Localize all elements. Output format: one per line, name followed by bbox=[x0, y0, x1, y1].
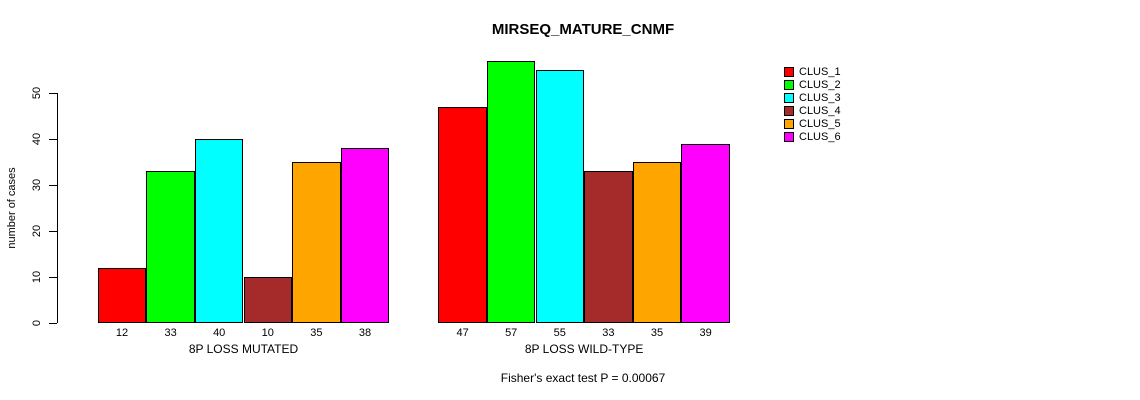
bar-value-label: 55 bbox=[553, 327, 566, 339]
legend-label: CLUS_2 bbox=[799, 79, 841, 91]
legend-swatch-clus_1 bbox=[784, 67, 794, 77]
chart-title: MIRSEQ_MATURE_CNMF bbox=[491, 21, 675, 38]
legend-swatch-clus_4 bbox=[784, 106, 794, 116]
bar-clus_1 bbox=[438, 106, 487, 323]
legend-label: CLUS_4 bbox=[799, 105, 841, 117]
bar-value-label: 38 bbox=[358, 327, 372, 339]
legend-label: CLUS_5 bbox=[799, 118, 841, 130]
bar-value-label: 40 bbox=[213, 327, 226, 339]
y-tick-label: 20 bbox=[31, 224, 43, 238]
bar-clus_5 bbox=[292, 162, 341, 323]
bar-value-label: 35 bbox=[310, 327, 323, 339]
legend-label: CLUS_1 bbox=[799, 66, 841, 78]
legend-swatch-clus_2 bbox=[784, 80, 794, 90]
bar-clus_6 bbox=[340, 148, 390, 323]
y-axis-label: number of cases bbox=[6, 167, 18, 249]
legend-swatch-clus_5 bbox=[784, 119, 794, 129]
bar-value-label: 10 bbox=[261, 327, 274, 339]
group-label: 8P LOSS WILD-TYPE bbox=[524, 342, 644, 356]
bar-clus_2 bbox=[486, 60, 536, 323]
y-tick-label: 10 bbox=[31, 270, 43, 284]
bar-value-label: 39 bbox=[699, 327, 712, 339]
bar-value-label: 47 bbox=[456, 327, 469, 339]
bar-clus_2 bbox=[146, 171, 195, 323]
bar-clus_4 bbox=[584, 171, 633, 323]
bar-value-label: 33 bbox=[164, 327, 177, 339]
bar-clus_3 bbox=[535, 70, 585, 323]
bar-value-label: 12 bbox=[115, 327, 129, 339]
y-tick-label: 30 bbox=[31, 178, 43, 192]
y-tick bbox=[49, 185, 57, 186]
legend-swatch-clus_6 bbox=[784, 132, 794, 142]
y-tick-label: 0 bbox=[31, 319, 43, 327]
y-tick-label: 40 bbox=[31, 132, 43, 146]
group-label: 8P LOSS MUTATED bbox=[188, 342, 299, 356]
legend-swatch-clus_3 bbox=[784, 93, 794, 103]
y-tick bbox=[49, 139, 57, 140]
bar-clus_5 bbox=[632, 162, 682, 323]
bar-clus_4 bbox=[243, 277, 293, 323]
y-axis-line bbox=[57, 93, 58, 323]
legend-label: CLUS_6 bbox=[799, 131, 841, 143]
y-tick bbox=[49, 323, 57, 324]
y-tick-label: 50 bbox=[31, 86, 43, 100]
bar-value-label: 57 bbox=[505, 327, 518, 339]
fisher-test-annotation: Fisher's exact test P = 0.00067 bbox=[500, 371, 666, 385]
bar-clus_1 bbox=[97, 267, 147, 323]
y-tick bbox=[49, 93, 57, 94]
bar-value-label: 33 bbox=[602, 327, 615, 339]
legend-label: CLUS_3 bbox=[799, 92, 841, 104]
bar-clus_6 bbox=[681, 143, 730, 323]
bar-value-label: 35 bbox=[650, 327, 664, 339]
y-tick bbox=[49, 231, 57, 232]
bar-clus_3 bbox=[194, 139, 244, 323]
y-tick bbox=[49, 277, 57, 278]
